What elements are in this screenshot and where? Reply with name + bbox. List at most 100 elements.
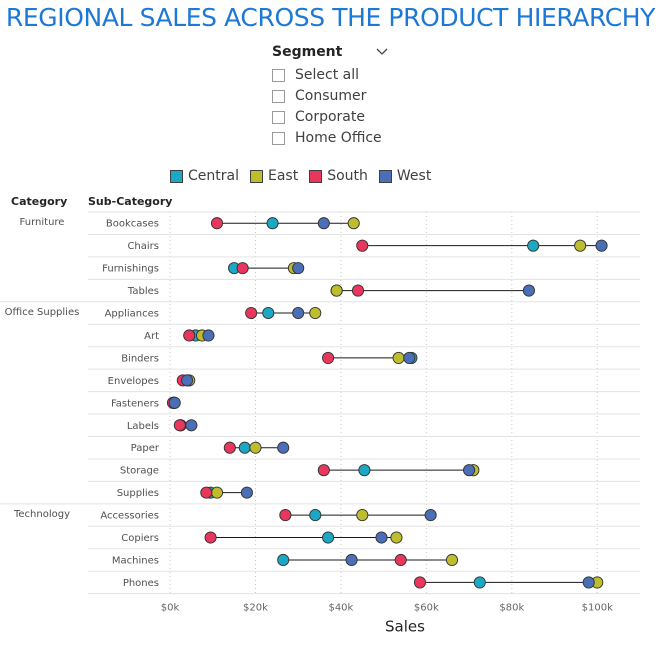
data-point-east[interactable] <box>392 351 405 364</box>
data-point-west[interactable] <box>292 306 305 320</box>
data-point-south[interactable] <box>413 576 427 589</box>
data-point-east[interactable] <box>330 284 343 297</box>
checkbox[interactable] <box>272 68 285 82</box>
data-point-south[interactable] <box>204 531 217 544</box>
data-point-east[interactable] <box>347 217 360 230</box>
legend-item-west[interactable]: West <box>378 168 432 184</box>
slicer-option-label: Consumer <box>295 88 367 104</box>
data-point-west[interactable] <box>185 419 198 432</box>
slicer-option-home-office[interactable]: Home Office <box>272 129 382 147</box>
chevron-down-icon[interactable] <box>375 44 389 58</box>
data-point-west[interactable] <box>168 396 181 409</box>
legend-swatch <box>170 169 183 183</box>
subcategory-label: Paper <box>131 443 160 454</box>
subcategory-label: Supplies <box>117 488 159 499</box>
subcategory-label: Storage <box>120 466 159 477</box>
data-point-south[interactable] <box>322 351 335 364</box>
data-point-west[interactable] <box>345 553 358 567</box>
subcategory-label: Labels <box>127 421 159 432</box>
category-label: Furniture <box>20 217 65 228</box>
legend-swatch <box>249 169 263 183</box>
data-point-west[interactable] <box>277 441 290 454</box>
slicer-title: Segment <box>272 44 343 60</box>
data-point-central[interactable] <box>266 217 279 230</box>
data-point-central[interactable] <box>309 509 322 522</box>
x-tick-label: $40k <box>328 603 353 614</box>
slicer-option-label: Select all <box>295 67 359 83</box>
data-point-west[interactable] <box>181 374 194 387</box>
data-point-south[interactable] <box>173 419 186 432</box>
data-point-central[interactable] <box>277 553 290 567</box>
subcategory-label: Appliances <box>105 309 159 320</box>
subcategory-label: Tables <box>127 286 159 297</box>
x-tick-label: $0k <box>161 603 180 614</box>
data-point-west[interactable] <box>240 486 253 499</box>
subcategory-label: Envelopes <box>108 376 159 387</box>
subcategory-label: Binders <box>121 353 159 364</box>
data-point-east[interactable] <box>249 441 262 454</box>
data-point-west[interactable] <box>403 351 416 364</box>
data-point-west[interactable] <box>292 262 305 275</box>
data-point-south[interactable] <box>210 217 224 230</box>
slicer-option-corporate[interactable]: Corporate <box>272 108 365 126</box>
data-point-east[interactable] <box>574 239 587 252</box>
data-point-south[interactable] <box>200 486 213 499</box>
subcategory-label: Accessories <box>100 511 159 522</box>
data-point-south[interactable] <box>236 262 249 275</box>
data-point-south[interactable] <box>223 441 236 454</box>
legend-item-central[interactable]: Central <box>170 168 239 184</box>
legend-item-east[interactable]: East <box>249 168 298 184</box>
subcategory-label: Furnishings <box>102 264 159 275</box>
data-point-south[interactable] <box>279 509 292 522</box>
legend-label: Central <box>188 168 239 184</box>
data-point-east[interactable] <box>445 553 459 567</box>
data-point-central[interactable] <box>473 576 486 589</box>
x-tick-label: $20k <box>243 603 268 614</box>
subcategory-label: Chairs <box>127 241 159 252</box>
chart-legend: Central East South West <box>170 168 442 184</box>
data-point-west[interactable] <box>595 239 608 252</box>
data-point-south[interactable] <box>317 464 330 477</box>
legend-label: West <box>396 168 432 184</box>
slicer-header[interactable]: Segment <box>272 42 402 62</box>
slicer-option-label: Corporate <box>295 109 365 125</box>
data-point-west[interactable] <box>202 329 215 342</box>
data-point-central[interactable] <box>358 464 371 477</box>
slicer-option-consumer[interactable]: Consumer <box>272 87 366 105</box>
checkbox[interactable] <box>272 110 285 124</box>
category-label: Office Supplies <box>5 307 80 318</box>
subcategory-label: Art <box>144 331 159 342</box>
data-point-east[interactable] <box>356 509 369 522</box>
checkbox[interactable] <box>272 131 285 145</box>
x-tick-label: $60k <box>414 603 439 614</box>
data-point-south[interactable] <box>183 329 196 342</box>
data-point-central[interactable] <box>262 306 275 320</box>
subcategory-label: Machines <box>112 555 159 566</box>
data-point-west[interactable] <box>522 284 535 297</box>
data-point-east[interactable] <box>390 531 403 544</box>
data-point-south[interactable] <box>356 239 369 252</box>
data-point-east[interactable] <box>309 306 322 320</box>
segment-slicer: Segment Select all Consumer Corporate Ho… <box>272 42 402 146</box>
category-header: Category <box>11 195 67 208</box>
x-axis-title: Sales <box>385 618 425 636</box>
slicer-option-select-all[interactable]: Select all <box>272 66 359 84</box>
data-point-west[interactable] <box>424 509 437 522</box>
data-point-central[interactable] <box>527 239 540 252</box>
data-point-east[interactable] <box>210 486 224 499</box>
data-point-west[interactable] <box>317 217 330 230</box>
data-point-south[interactable] <box>394 553 407 567</box>
data-point-west[interactable] <box>463 464 476 477</box>
subcategory-label: Bookcases <box>106 219 159 230</box>
data-point-south[interactable] <box>245 306 258 320</box>
x-tick-label: $80k <box>499 603 524 614</box>
data-point-central[interactable] <box>238 441 251 454</box>
data-point-west[interactable] <box>582 576 595 589</box>
legend-label: South <box>327 168 368 184</box>
subcategory-label: Phones <box>123 578 159 589</box>
legend-item-south[interactable]: South <box>309 168 368 184</box>
data-point-central[interactable] <box>322 531 335 544</box>
data-point-south[interactable] <box>351 284 365 297</box>
data-point-west[interactable] <box>375 531 388 544</box>
checkbox[interactable] <box>272 89 285 103</box>
